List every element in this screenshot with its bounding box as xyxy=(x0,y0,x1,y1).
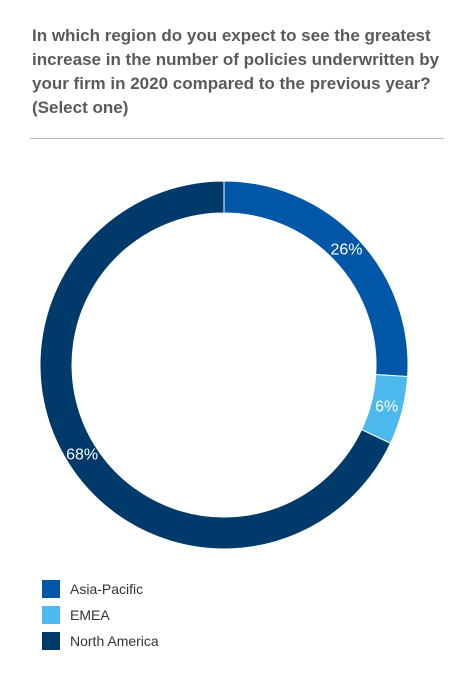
legend-swatch-north-america xyxy=(42,632,60,650)
legend-item-emea: EMEA xyxy=(42,602,159,628)
legend-swatch-emea xyxy=(42,606,60,624)
legend-item-asia-pacific: Asia-Pacific xyxy=(42,576,159,602)
slice-north-america xyxy=(39,180,392,550)
legend-label-emea: EMEA xyxy=(70,607,110,623)
slice-label-asia-pacific: 26% xyxy=(330,241,362,258)
legend-item-north-america: North America xyxy=(42,628,159,654)
chart-title: In which region do you expect to see the… xyxy=(32,26,440,117)
legend-label-north-america: North America xyxy=(70,633,159,649)
title-divider xyxy=(30,138,444,139)
legend-swatch-asia-pacific xyxy=(42,580,60,598)
slice-asia-pacific xyxy=(223,180,409,378)
slice-label-emea: 6% xyxy=(375,398,398,415)
donut-chart: 26% 6% 68% xyxy=(39,180,409,550)
chart-legend: Asia-Pacific EMEA North America xyxy=(42,576,159,654)
legend-label-asia-pacific: Asia-Pacific xyxy=(70,581,144,597)
slice-label-north-america: 68% xyxy=(66,447,98,464)
